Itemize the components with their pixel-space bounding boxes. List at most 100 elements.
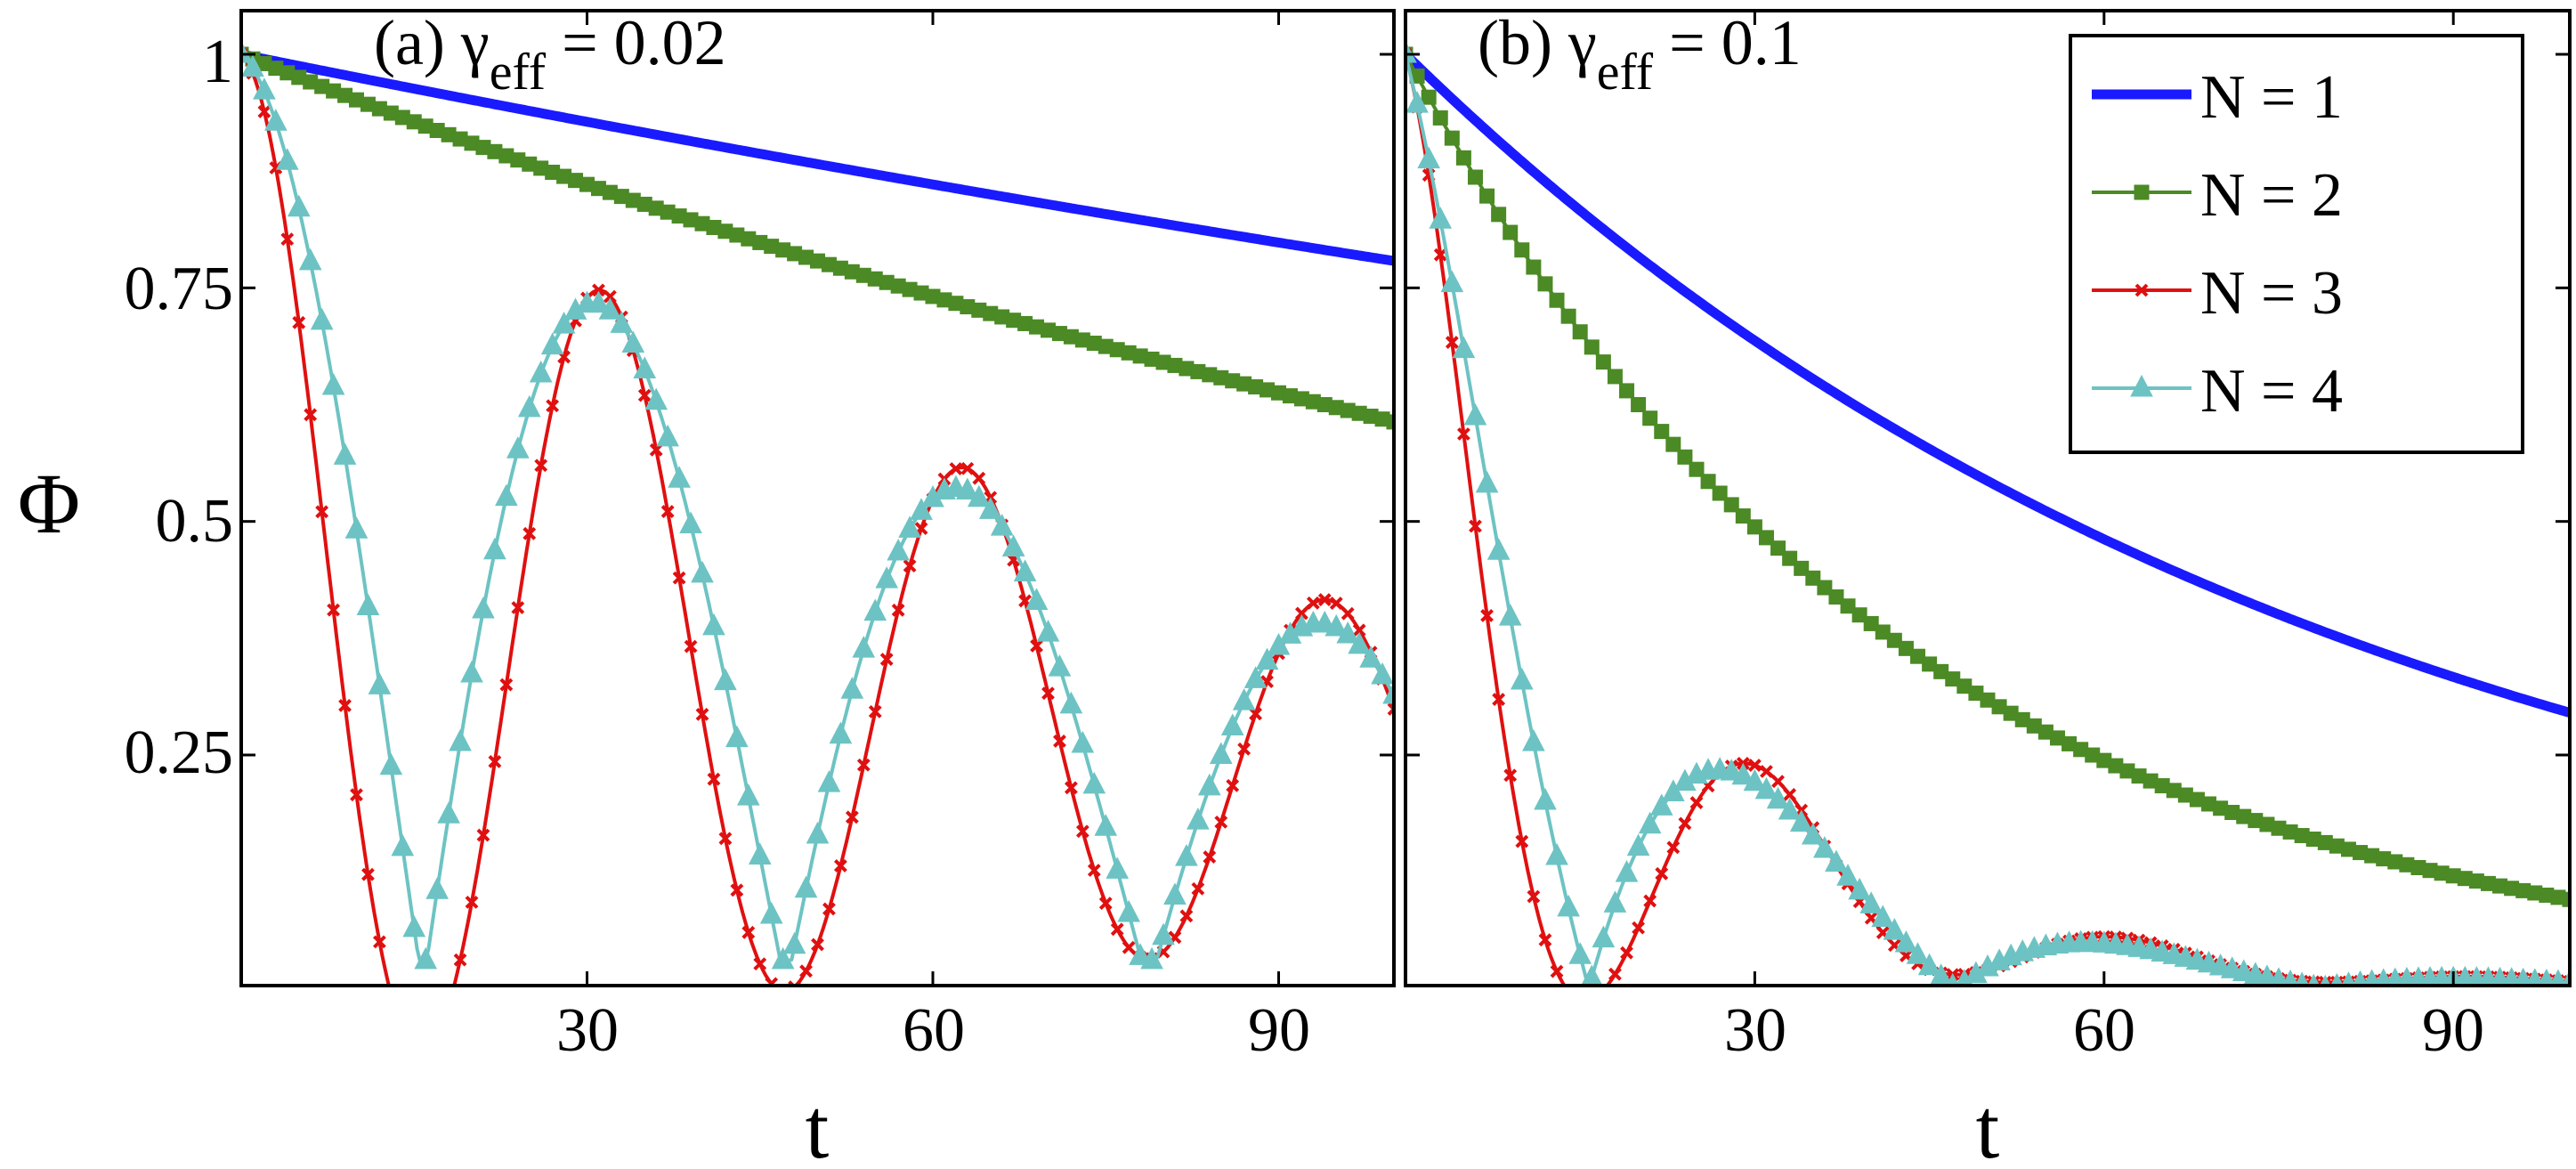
panel-a-marker-n3-38 <box>672 571 686 585</box>
panel-b-marker-n2-17 <box>1595 354 1611 370</box>
panel-a-marker-n4-11 <box>356 593 380 615</box>
panel-a-marker-n3-14 <box>397 1026 408 1036</box>
legend-label-n1: N = 1 <box>2200 63 2343 132</box>
panel-a-marker-n4-73 <box>1071 730 1095 753</box>
panel-a-marker-n2-100 <box>1386 414 1394 430</box>
panel-a-marker-n4-49 <box>794 875 818 898</box>
panel-a-marker-n4-27 <box>540 332 564 355</box>
panel-b-marker-n4-77 <box>2295 971 2310 986</box>
panel-b-marker-n4-4 <box>1440 270 1464 293</box>
panel-a-marker-n4-82 <box>1175 844 1198 866</box>
panel-b-marker-n2-24 <box>1677 449 1693 465</box>
panel-b-marker-n4-17 <box>1592 925 1616 948</box>
panel-a-marker-n4-84 <box>1197 773 1221 796</box>
panel-b-marker-n2-40 <box>1863 615 1879 631</box>
panel-a-marker-n3-70 <box>1041 686 1055 701</box>
panel-b-marker-n2-30 <box>1746 519 1762 535</box>
panel-a-marker-n4-25 <box>517 394 541 418</box>
panel-a-marker-n3-87 <box>1237 742 1252 756</box>
panel-a-marker-n3-37 <box>660 505 675 518</box>
panel-a-marker-n4-22 <box>483 537 506 560</box>
panel-b-xtick-label-60: 60 <box>2073 996 2135 1065</box>
panel-a-marker-n3-21 <box>476 828 490 842</box>
panel-a-marker-n4-81 <box>1163 882 1187 905</box>
panel-a-marker-n4-38 <box>668 466 691 488</box>
panel-a-marker-n4-64 <box>967 484 991 507</box>
panel-a-marker-n4-55 <box>863 598 887 621</box>
panel-a-marker-n3-24 <box>511 601 525 614</box>
panel-a-marker-n3-94 <box>1317 593 1332 606</box>
panel-b-marker-n4-32 <box>1766 786 1790 809</box>
panel-a-marker-n4-83 <box>1187 808 1210 830</box>
panel-a-marker-n3-84 <box>1203 850 1217 864</box>
panel-b-marker-n3-30 <box>1747 759 1762 772</box>
panel-a-marker-n4-97 <box>1348 631 1371 654</box>
panel-a-marker-n3-57 <box>891 603 905 617</box>
panel-a-marker-n4-99 <box>1371 662 1394 685</box>
panel-a-marker-n4-45 <box>748 842 772 865</box>
panel-b-line-n1 <box>1405 51 2570 718</box>
ytick-label-1: 1 <box>202 28 233 96</box>
panel-a-marker-n4-89 <box>1255 647 1279 670</box>
panel-b-marker-n4-38 <box>1836 864 1859 886</box>
panel-a-marker-n3-45 <box>753 957 767 971</box>
panel-a-marker-n3-7 <box>315 505 329 519</box>
y-axis-label: Φ <box>18 456 80 551</box>
panel-b-marker-n2-5 <box>1455 150 1471 166</box>
panel-a-marker-n3-55 <box>868 704 882 718</box>
panel-b-marker-n4-12 <box>1534 787 1557 810</box>
panel-a-marker-n4-67 <box>1001 534 1025 557</box>
panel-a-marker-n3-47 <box>778 985 789 986</box>
panel-b-marker-n2-8 <box>1491 207 1507 223</box>
panel-b-marker-n2-31 <box>1758 530 1774 546</box>
panel-b-marker-n3-23 <box>1666 840 1681 855</box>
panel-a-marker-n4-15 <box>402 914 426 938</box>
panel-a-marker-n4-76 <box>1106 856 1130 879</box>
panel-a-marker-n3-52 <box>833 859 847 873</box>
panel-a-marker-n3-56 <box>879 653 894 666</box>
panel-a-marker-n4-79 <box>1140 946 1163 970</box>
panel-a-marker-n4-1 <box>241 54 264 77</box>
panel-a-marker-n3-44 <box>741 925 756 939</box>
panel-b-marker-n3-16 <box>1586 994 1597 1005</box>
panel-a-marker-n4-24 <box>506 436 530 459</box>
panel-b-marker-n4-97 <box>2525 968 2545 986</box>
ytick-label-0.25: 0.25 <box>125 718 234 787</box>
panel-a-marker-n3-69 <box>1030 639 1043 653</box>
panel-b-marker-n3-13 <box>1550 964 1564 978</box>
panel-a-marker-n3-82 <box>1179 909 1194 923</box>
panel-b-marker-n4-31 <box>1754 776 1778 800</box>
panel-b-marker-n4-99 <box>2549 969 2567 986</box>
panel-b-marker-n2-38 <box>1840 598 1856 614</box>
panel-a-marker-n3-95 <box>1329 597 1343 610</box>
panel-a-marker-n4-43 <box>725 725 749 748</box>
panel-b-marker-n2-19 <box>1619 383 1635 399</box>
panel-b-marker-n4-35 <box>1801 822 1825 845</box>
panel-a-marker-n4-6 <box>298 248 322 271</box>
panel-b-marker-n4-18 <box>1603 890 1627 913</box>
panel-a-marker-n4-86 <box>1220 713 1244 736</box>
panel-a-marker-n4-90 <box>1267 632 1291 655</box>
panel-a-marker-n3-93 <box>1306 596 1320 610</box>
panel-a-ticks <box>241 11 1394 986</box>
panel-b-marker-n3-21 <box>1643 894 1657 908</box>
panel-a-marker-n3-35 <box>637 388 652 402</box>
panel-a-marker-n3-16 <box>420 1047 431 1058</box>
panel-a-marker-n4-12 <box>368 672 392 694</box>
panel-a-marker-n3-19 <box>453 953 467 967</box>
panel-b-marker-n4-19 <box>1615 860 1639 882</box>
panel-a-xtick-label-90: 90 <box>1248 996 1310 1065</box>
panel-b-marker-n2-26 <box>1700 474 1716 490</box>
panel-a-marker-n3-77 <box>1122 940 1136 954</box>
panel-b-marker-n2-15 <box>1572 324 1588 340</box>
legend: N = 1 N = 2 N = 3 N = 4 <box>2069 34 2524 454</box>
panel-a-marker-n4-95 <box>1324 613 1349 637</box>
panel-b-marker-n4-34 <box>1789 809 1813 832</box>
panel-a-marker-n3-12 <box>372 935 386 949</box>
panel-b-marker-n2-22 <box>1654 424 1670 440</box>
panel-b-marker-n3-9 <box>1503 768 1518 783</box>
panel-b-marker-n2-12 <box>1537 276 1553 292</box>
panel-b-marker-n3-3 <box>1433 248 1447 262</box>
panel-b-marker-n2-28 <box>1723 497 1739 513</box>
panel-b-marker-n2-41 <box>1875 624 1891 640</box>
